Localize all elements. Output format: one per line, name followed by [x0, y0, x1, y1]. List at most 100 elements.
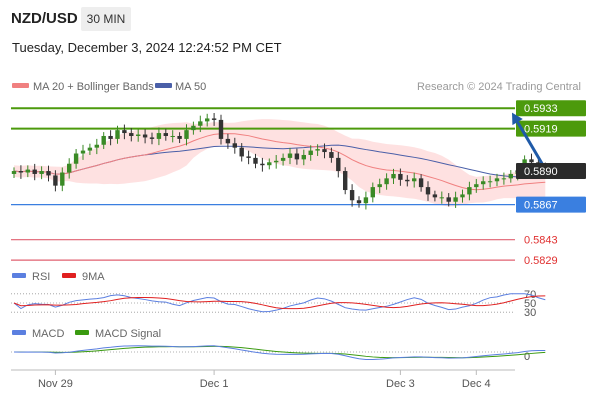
ma50-legend-label: MA 50 [175, 81, 206, 93]
bollinger-band-area [14, 119, 546, 207]
candle [80, 144, 86, 160]
rsi-tick-label: 50 [524, 298, 536, 310]
candle [405, 175, 410, 187]
candle-body [25, 169, 30, 173]
candle [39, 166, 44, 180]
time-axis-label: Nov 29 [38, 378, 73, 390]
pivot-level-label: 0.5867 [524, 200, 558, 212]
candle-body [508, 173, 513, 179]
candle-body [384, 178, 389, 185]
candle-body [391, 173, 396, 179]
rsi-tick-label: 30 [524, 307, 536, 319]
candle-body [163, 133, 168, 136]
last-price-marker: 0.5890 [515, 163, 586, 180]
candle-body [467, 187, 472, 195]
candle [253, 153, 258, 169]
candle [136, 129, 141, 142]
macd-signal-legend-label: MACD Signal [95, 328, 161, 340]
candle-body [474, 184, 479, 188]
candle [481, 176, 486, 190]
candle [156, 127, 162, 146]
candle-body [405, 179, 410, 182]
resistance-level-tag [516, 100, 586, 117]
candle-body [46, 171, 51, 176]
candle-body [529, 159, 534, 163]
ma20-legend-swatch [12, 83, 29, 88]
chart-header: NZD/USD 30 MIN [0, 0, 590, 36]
macd-signal-legend-swatch [75, 330, 89, 335]
candle-body [101, 135, 106, 145]
candle [356, 196, 362, 208]
candle-body [425, 187, 431, 195]
candle-body [453, 197, 458, 202]
candle-body [108, 135, 113, 139]
macd-legend-label: MACD [32, 328, 64, 340]
candle [177, 132, 182, 144]
candle-body [418, 178, 424, 188]
candle-body [67, 163, 72, 173]
candle [453, 191, 458, 208]
candle [198, 115, 203, 133]
candle [336, 152, 341, 178]
time-axis-label: Dec 4 [462, 378, 491, 390]
candle [329, 147, 334, 163]
candle-body [129, 133, 134, 136]
rsi-ma-line [13, 295, 546, 310]
candle [322, 143, 327, 159]
bollinger-bands [14, 119, 546, 207]
candle [46, 165, 51, 182]
candle [53, 170, 58, 192]
resistance-level-tag [516, 120, 586, 137]
candle-body [398, 173, 403, 180]
candle [115, 125, 120, 144]
candle [343, 167, 348, 195]
candle-body [315, 149, 320, 151]
resistance-level-label: 0.5933 [524, 103, 558, 115]
research-credit: Research © 2024 Trading Central [417, 81, 581, 93]
ma20-line [13, 133, 546, 191]
timeframe-button[interactable]: 30 MIN [81, 7, 131, 31]
macd-axis: 0 [11, 351, 530, 363]
candle [280, 153, 286, 166]
macd-signal-line [13, 345, 546, 359]
candle-body [412, 178, 417, 182]
candle-body [280, 157, 286, 161]
candle-body [343, 171, 348, 191]
candle-body [115, 130, 120, 139]
candle-body [487, 181, 493, 183]
candle-body [18, 171, 24, 173]
rsi-legend-swatch [12, 273, 26, 278]
candle [67, 158, 72, 179]
candle [218, 114, 224, 145]
candle-body [494, 178, 500, 182]
candle [108, 130, 113, 146]
candle [211, 112, 217, 126]
candle [129, 128, 134, 142]
candle [432, 190, 438, 202]
candle-body [122, 130, 127, 134]
macd-tick-label: 0 [524, 351, 530, 363]
candle-body [218, 119, 224, 139]
candle [239, 143, 244, 162]
candle [467, 181, 472, 201]
candle-body [287, 153, 293, 158]
candle-body [377, 184, 382, 188]
candle-body [308, 150, 313, 155]
candle [94, 138, 99, 155]
candle-body [211, 118, 217, 120]
candle [149, 132, 155, 145]
last-price-label: 0.5890 [524, 166, 558, 178]
candle [32, 163, 37, 181]
price-levels: 0.5933 0.5919 0.5867 0.5843 0.5829 [11, 100, 586, 267]
candle-body [260, 163, 265, 166]
candle [377, 178, 382, 194]
pivot-level-tag [516, 196, 586, 213]
candle [363, 191, 369, 210]
candle-body [136, 134, 141, 136]
moving-averages [13, 133, 546, 191]
candle-body [60, 172, 65, 186]
candle-body [232, 143, 237, 148]
candle [122, 124, 127, 140]
candle [460, 189, 465, 203]
